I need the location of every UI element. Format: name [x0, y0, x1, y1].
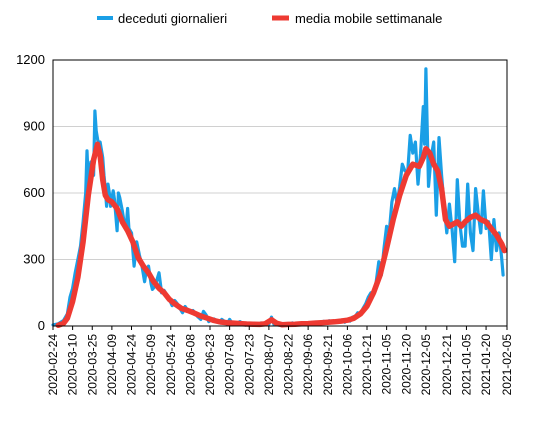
x-tick-label: 2020-11-05 — [380, 334, 394, 395]
x-tick-label: 2020-07-08 — [223, 334, 237, 396]
plot-frame — [52, 59, 508, 327]
x-tick-label: 2020-09-21 — [321, 334, 335, 396]
x-tick-label: 2020-03-25 — [85, 334, 99, 396]
x-tick-label: 2020-06-08 — [183, 334, 197, 396]
x-tick-label: 2021-01-05 — [459, 334, 473, 396]
x-tick-label: 2020-05-24 — [164, 334, 178, 396]
plot-area — [51, 67, 508, 329]
x-tick-label: 2020-04-09 — [105, 334, 119, 396]
x-tick-label: 2021-01-20 — [479, 334, 493, 396]
y-tick-label: 300 — [23, 252, 45, 267]
x-tick-label: 2020-07-23 — [242, 334, 256, 396]
x-tick-label: 2020-12-05 — [419, 334, 433, 396]
x-tick-label: 2020-03-10 — [66, 334, 80, 396]
y-tick-label: 1200 — [16, 52, 45, 67]
legend: deceduti giornalieri media mobile settim… — [97, 11, 442, 26]
y-tick-label: 900 — [23, 119, 45, 134]
series-line-daily-deaths — [51, 67, 505, 327]
x-tick-label: 2020-10-21 — [360, 334, 374, 396]
x-axis-ticks: 2020-02-24 2020-03-10 2020-03-25 2020-04-09… — [46, 326, 514, 395]
y-axis-ticks: 0 300 600 900 1200 — [16, 52, 45, 333]
x-tick-label: 2021-02-05 — [500, 334, 514, 396]
x-tick-label: 2020-10-06 — [340, 334, 354, 396]
x-tick-label: 2020-02-24 — [46, 334, 60, 396]
series-line-weekly-moving-average — [55, 141, 508, 329]
x-tick-label: 2020-11-20 — [399, 334, 413, 395]
x-tick-label: 2020-12-21 — [440, 334, 454, 396]
gridlines — [53, 126, 507, 260]
x-tick-label: 2020-08-22 — [282, 334, 296, 396]
y-tick-label: 0 — [38, 318, 45, 333]
x-tick-label: 2020-08-07 — [262, 334, 276, 396]
x-tick-label: 2020-06-23 — [203, 334, 217, 396]
x-tick-label: 2020-04-24 — [125, 334, 139, 396]
x-tick-label: 2020-05-09 — [144, 334, 158, 396]
y-tick-label: 600 — [23, 185, 45, 200]
legend-label-daily-deaths: deceduti giornalieri — [118, 11, 227, 26]
legend-label-weekly-moving-average: media mobile settimanale — [295, 11, 442, 26]
x-tick-label: 2020-09-06 — [301, 334, 315, 396]
